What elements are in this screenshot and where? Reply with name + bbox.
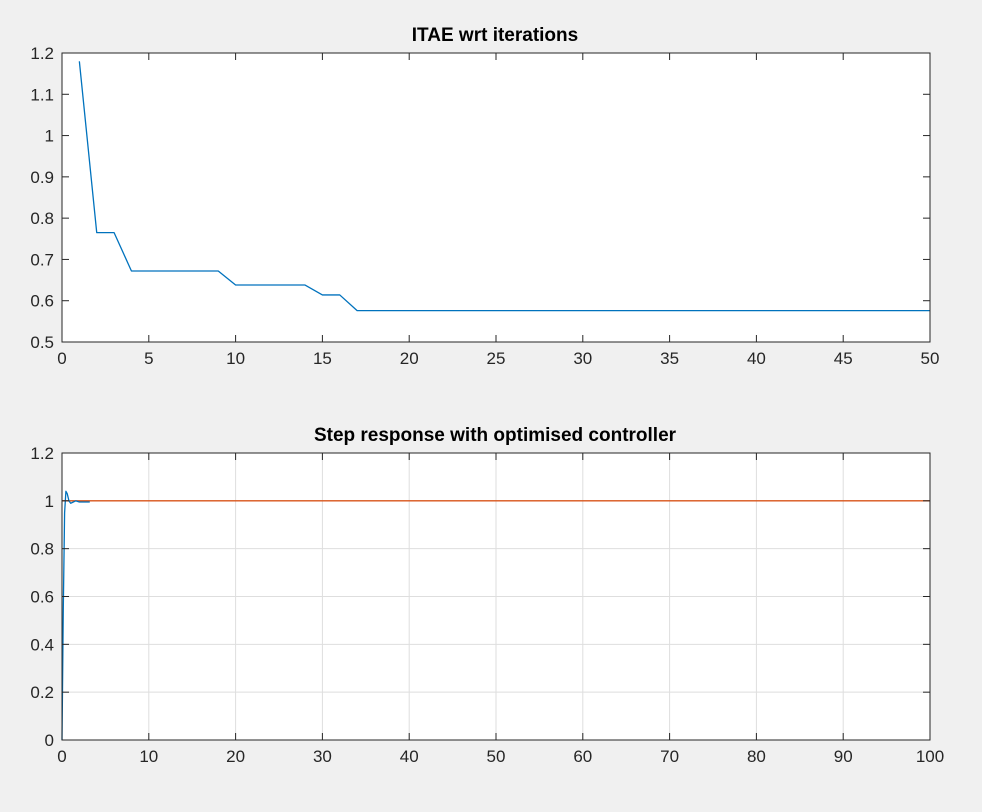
x-tick-label: 15	[313, 349, 332, 368]
y-tick-label: 0.6	[30, 588, 54, 607]
step-axes-box	[61, 452, 931, 741]
x-tick-label: 35	[660, 349, 679, 368]
y-tick-label: 0.8	[30, 209, 54, 228]
x-tick-label: 40	[747, 349, 766, 368]
x-tick-label: 50	[487, 747, 506, 766]
x-tick-label: 40	[400, 747, 419, 766]
itae-chart: ITAE wrt iterations 0 5 10 15 20 25 30 35 40 45 50…	[30, 25, 939, 368]
y-tick-label: 0.8	[30, 540, 54, 559]
itae-axes-box	[61, 52, 931, 343]
itae-series	[78, 61, 930, 312]
itae-chart-title: ITAE wrt iterations	[412, 25, 578, 46]
itae-plot-area	[62, 53, 930, 342]
step-series	[61, 490, 930, 741]
x-tick-label: 60	[573, 747, 592, 766]
y-tick-label: 0.7	[30, 250, 54, 269]
x-tick-label: 80	[747, 747, 766, 766]
y-tick-label: 1.1	[30, 85, 54, 104]
series-line-0	[78, 61, 930, 312]
y-tick-label: 0.2	[30, 683, 54, 702]
itae-x-tick-labels: 0 5 10 15 20 25 30 35 40 45 50	[57, 349, 939, 368]
step-chart-title: Step response with optimised controller	[314, 425, 677, 446]
x-tick-label: 50	[921, 349, 940, 368]
x-tick-label: 10	[226, 349, 245, 368]
y-tick-label: 0.9	[30, 168, 54, 187]
x-tick-label: 30	[573, 349, 592, 368]
y-tick-label: 0.5	[30, 333, 54, 352]
y-tick-label: 1.2	[30, 44, 54, 63]
x-tick-label: 0	[57, 349, 66, 368]
itae-y-tick-labels: 0.5 0.6 0.7 0.8 0.9 1 1.1 1.2	[30, 44, 54, 352]
y-tick-label: 0.6	[30, 292, 54, 311]
x-tick-label: 45	[834, 349, 853, 368]
x-tick-label: 20	[400, 349, 419, 368]
y-tick-label: 0	[45, 731, 54, 750]
step-y-tick-labels: 0 0.2 0.4 0.6 0.8 1 1.2	[30, 444, 54, 750]
x-tick-label: 30	[313, 747, 332, 766]
y-tick-label: 1.2	[30, 444, 54, 463]
x-tick-label: 90	[834, 747, 853, 766]
x-tick-label: 100	[916, 747, 944, 766]
series-line-1	[61, 490, 90, 741]
y-tick-label: 1	[45, 127, 54, 146]
step-response-chart: Step response with optimised controller …	[30, 425, 944, 766]
x-tick-label: 20	[226, 747, 245, 766]
x-tick-label: 5	[144, 349, 153, 368]
x-tick-label: 10	[139, 747, 158, 766]
x-tick-label: 25	[487, 349, 506, 368]
x-tick-label: 70	[660, 747, 679, 766]
y-tick-label: 0.4	[30, 635, 54, 654]
step-x-tick-labels: 0 10 20 30 40 50 60 70 80 90 100	[57, 747, 944, 766]
y-tick-label: 1	[45, 492, 54, 511]
x-tick-label: 0	[57, 747, 66, 766]
